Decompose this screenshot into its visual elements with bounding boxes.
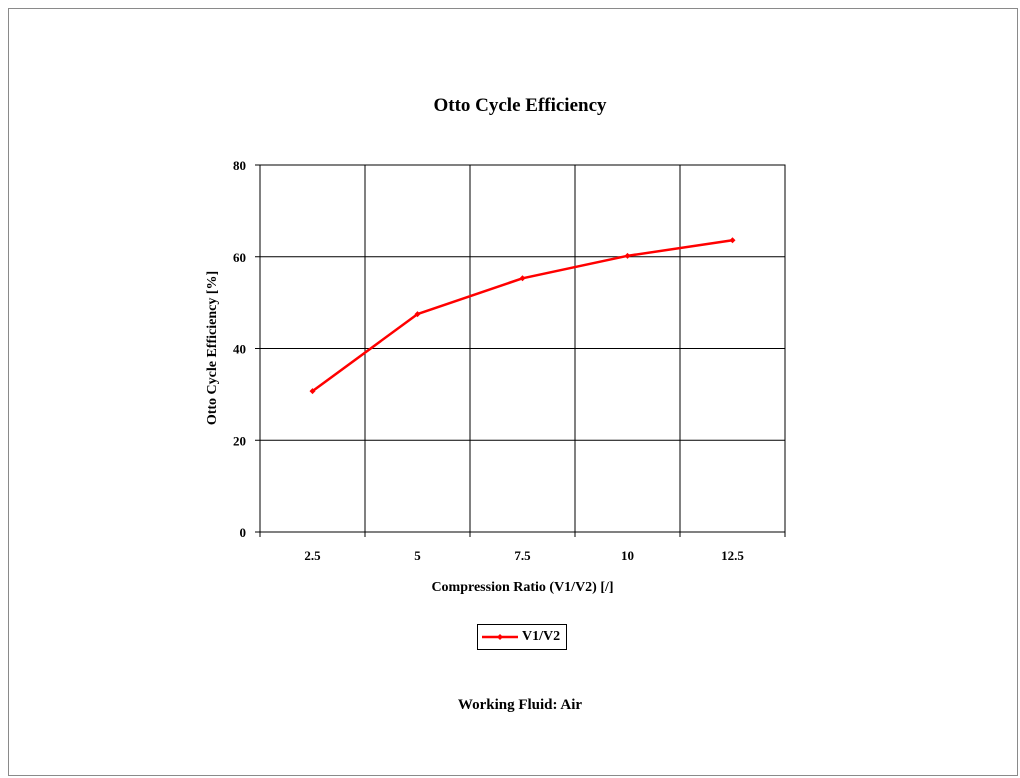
data-point bbox=[624, 252, 631, 259]
data-point bbox=[729, 237, 736, 244]
data-point bbox=[414, 311, 421, 318]
x-tick-label: 12.5 bbox=[721, 548, 744, 563]
legend-label-v1-v2: V1/V2 bbox=[522, 629, 561, 644]
chart-title: Otto Cycle Efficiency bbox=[433, 95, 607, 116]
x-tick-label: 7.5 bbox=[514, 548, 531, 563]
y-tick-label: 80 bbox=[233, 158, 246, 173]
legend: V1/V2 bbox=[477, 624, 568, 650]
working-fluid-note: Working Fluid: Air bbox=[457, 697, 583, 713]
x-tick-label: 2.5 bbox=[304, 548, 321, 563]
y-tick-label: 40 bbox=[233, 342, 246, 357]
x-tick-label: 5 bbox=[414, 548, 421, 563]
legend-line-marker-icon bbox=[482, 634, 518, 640]
y-tick-label: 0 bbox=[240, 525, 247, 540]
x-tick-label: 10 bbox=[621, 548, 634, 563]
y-tick-label: 20 bbox=[233, 433, 246, 448]
series-line bbox=[311, 238, 733, 393]
y-axis-label: Otto Cycle Efficiency [%] bbox=[205, 270, 220, 426]
data-point bbox=[519, 275, 526, 282]
y-tick-label: 60 bbox=[233, 250, 246, 265]
data-point bbox=[309, 388, 316, 395]
x-axis-label: Compression Ratio (V1/V2) [/] bbox=[431, 580, 614, 595]
